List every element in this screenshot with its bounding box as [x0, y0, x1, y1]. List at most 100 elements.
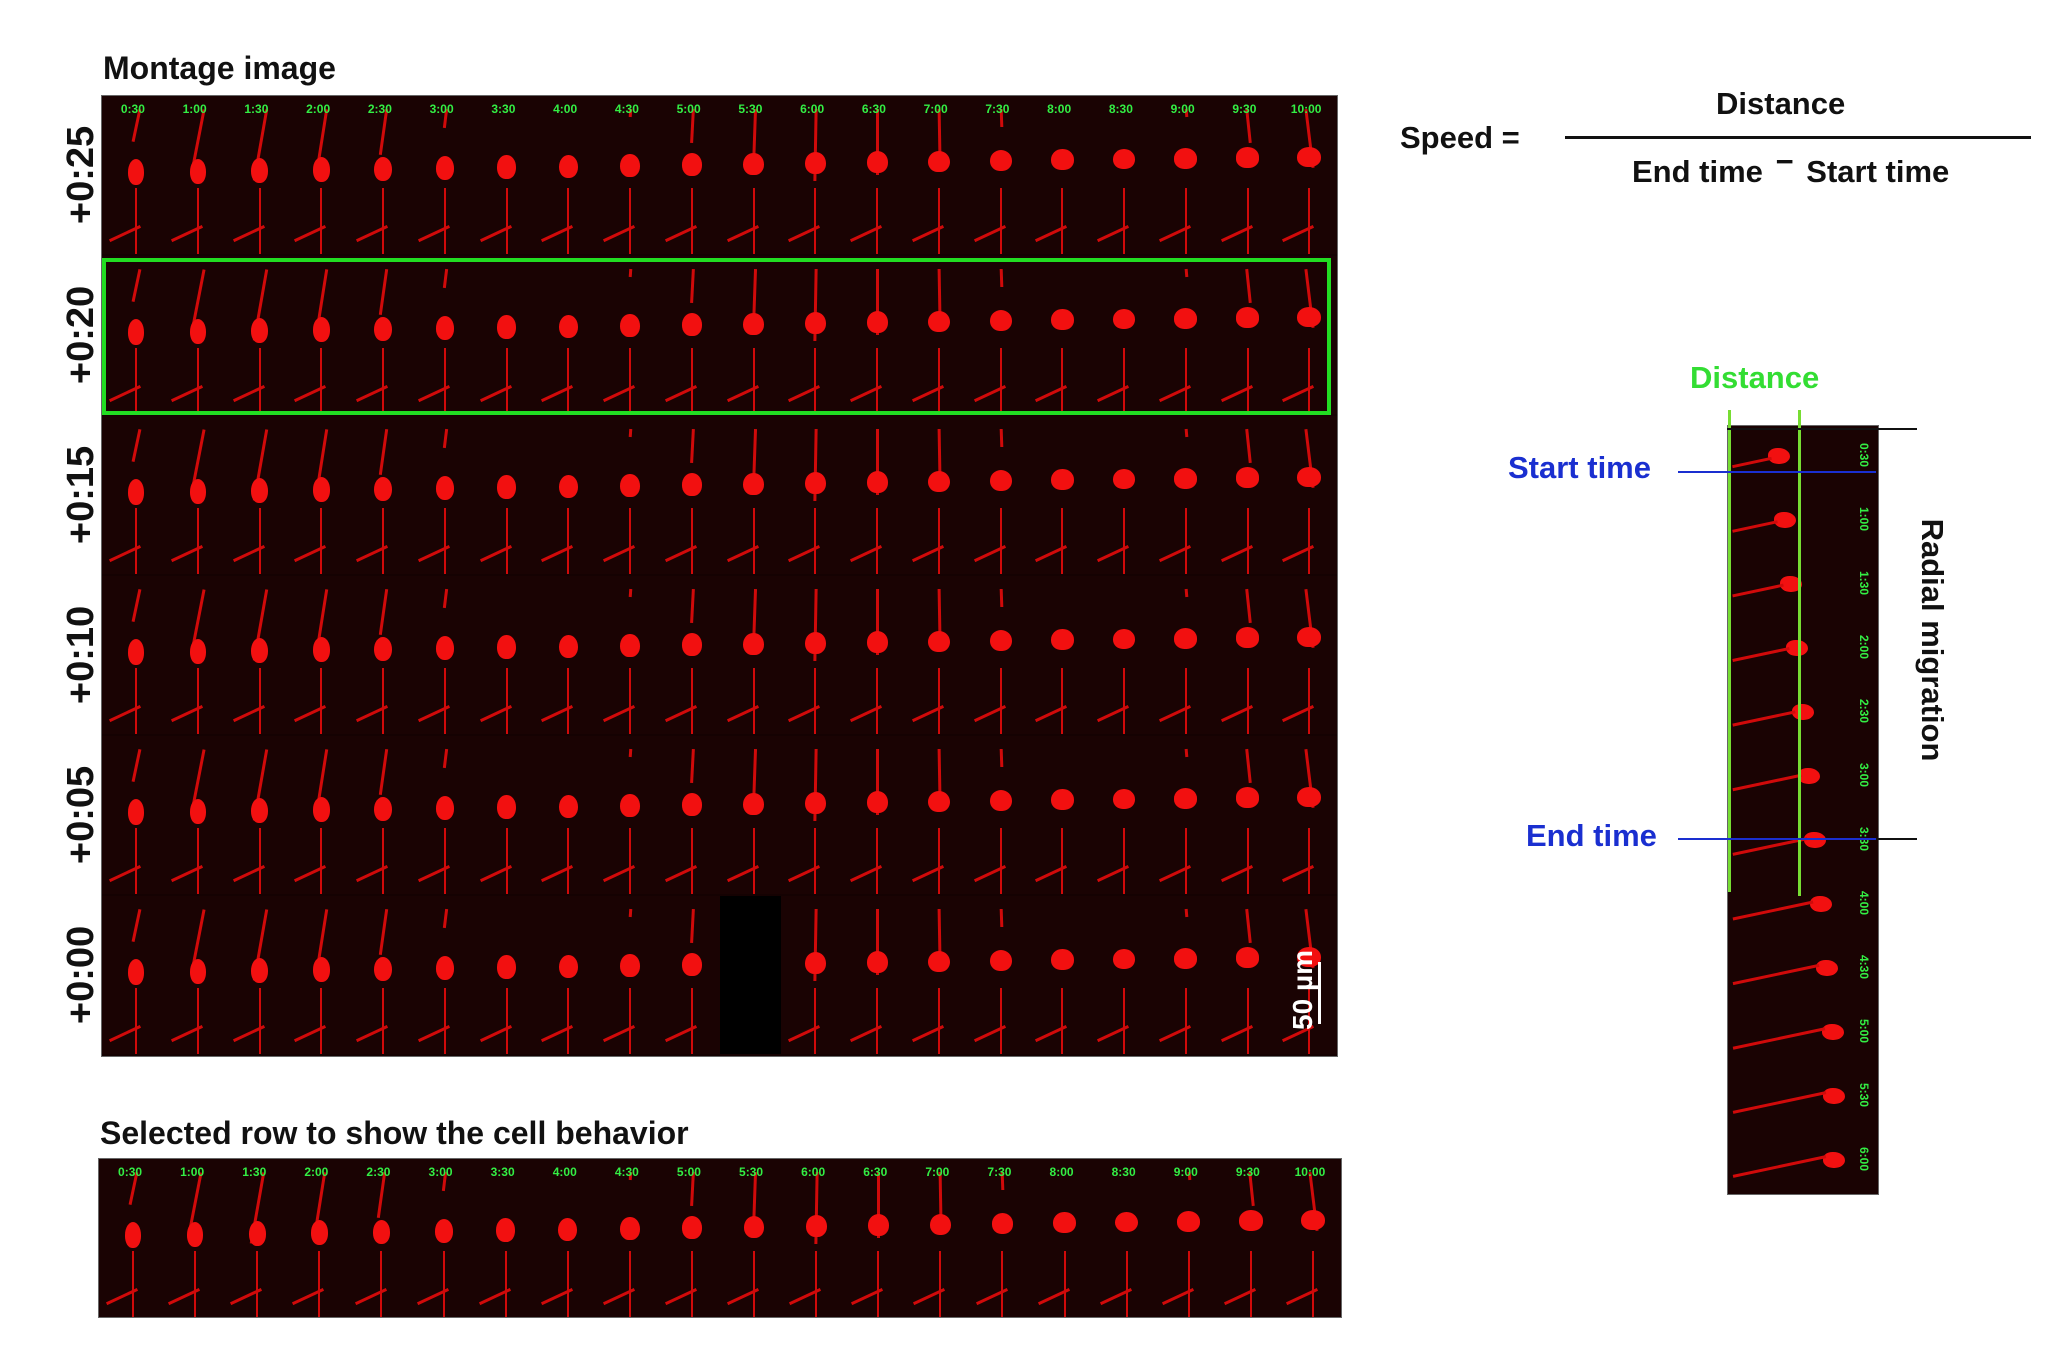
- cell-process: [1184, 588, 1189, 598]
- formula-minus: −: [1775, 144, 1794, 179]
- cell-soma: [435, 795, 454, 821]
- cell-process: [442, 908, 448, 928]
- cell-trailing-process: [752, 347, 755, 414]
- cell-soma: [805, 791, 826, 815]
- cell-process: [1732, 520, 1778, 533]
- migration-strip: 0:30 1:00 1:30 2:00 2:30 3:00 3:30 4:00 4:30 5:00…: [1727, 425, 1879, 1195]
- cell-process: [191, 908, 206, 967]
- cell-trailing-process: [1308, 347, 1311, 414]
- time-frame: 8:00: [1031, 1159, 1093, 1317]
- time-label: 1:30: [1857, 571, 1871, 596]
- cell-trailing-process: [937, 987, 940, 1054]
- cell-process: [131, 428, 142, 462]
- cell-trailing-process: [690, 507, 693, 574]
- cell-trailing-process: [999, 987, 1002, 1054]
- cell-soma: [1810, 896, 1832, 913]
- cell-process: [999, 588, 1003, 608]
- cell-trailing-process: [505, 507, 508, 574]
- time-frame: 5:30: [720, 96, 782, 254]
- time-frame: [349, 256, 411, 414]
- cell-process: [1184, 908, 1189, 918]
- time-label: 6:30: [861, 102, 886, 116]
- cell-soma: [1297, 466, 1322, 487]
- cell-soma: [743, 152, 764, 176]
- cell-trailing-process: [1311, 1250, 1314, 1317]
- cell-trailing-process: [320, 507, 323, 574]
- cell-process: [1732, 457, 1772, 469]
- cell-soma: [989, 469, 1012, 492]
- time-frame: 4:00: [534, 96, 596, 254]
- cell-trailing-process: [629, 667, 632, 734]
- time-frame: 0:30: [102, 96, 164, 254]
- cell-trailing-process: [1184, 187, 1187, 254]
- time-frame: [226, 416, 288, 574]
- scale-bar-label: 50 µm: [1287, 950, 1318, 1030]
- cell-process: [876, 268, 880, 336]
- cell-process: [1244, 908, 1252, 943]
- cell-process: [999, 908, 1003, 928]
- cell-soma: [1112, 468, 1136, 490]
- cell-soma: [743, 632, 764, 656]
- cell-trailing-process: [567, 187, 570, 254]
- cell-trailing-process: [382, 187, 385, 254]
- montage-title: Montage image: [103, 50, 336, 86]
- cell-soma: [1239, 1210, 1263, 1231]
- cell-soma: [1297, 946, 1322, 967]
- migration-frame: 5:00: [1728, 1002, 1878, 1066]
- cell-soma: [620, 633, 640, 658]
- time-frame: 9:00: [1155, 1159, 1217, 1317]
- time-label: 3:00: [428, 1165, 453, 1179]
- time-frame: 10:00: [1275, 96, 1337, 254]
- cell-trailing-process: [1308, 187, 1311, 254]
- cell-trailing-process: [567, 827, 570, 894]
- cell-process: [191, 428, 206, 487]
- time-label: 7:00: [925, 1165, 950, 1179]
- cell-soma: [1174, 307, 1198, 329]
- time-label: 1:30: [242, 1165, 267, 1179]
- cell-process: [689, 428, 695, 463]
- cell-soma: [620, 473, 640, 498]
- cell-trailing-process: [567, 667, 570, 734]
- time-frame: 2:30: [349, 96, 411, 254]
- time-frame: 2:00: [285, 1159, 347, 1317]
- cell-trailing-process: [690, 347, 693, 414]
- cell-trailing-process: [629, 187, 632, 254]
- cell-trailing-process: [258, 667, 261, 734]
- time-frame: 1:00: [161, 1159, 223, 1317]
- cell-soma: [989, 149, 1012, 172]
- time-frame: [287, 896, 349, 1054]
- cell-trailing-process: [752, 827, 755, 894]
- cell-trailing-process: [690, 1250, 693, 1317]
- cell-trailing-process: [814, 667, 817, 734]
- cell-soma: [251, 797, 268, 824]
- cell-soma: [743, 792, 764, 816]
- cell-soma: [1174, 467, 1198, 489]
- cell-trailing-process: [629, 987, 632, 1054]
- cell-trailing-process: [443, 667, 446, 734]
- cell-soma: [435, 315, 454, 341]
- time-frame: [843, 416, 905, 574]
- cell-soma: [1235, 627, 1260, 648]
- time-label: 0:30: [118, 1165, 143, 1179]
- end-marker-line: [1876, 838, 1917, 840]
- time-label: 8:00: [1049, 1165, 1074, 1179]
- cell-trailing-process: [505, 667, 508, 734]
- cell-soma: [496, 1218, 515, 1243]
- cell-trailing-process: [320, 667, 323, 734]
- cell-soma: [558, 634, 578, 659]
- time-frame: [473, 576, 535, 734]
- time-frame: [534, 576, 596, 734]
- cell-trailing-process: [1184, 507, 1187, 574]
- cell-soma: [497, 155, 516, 180]
- time-label: 10:00: [1290, 102, 1322, 116]
- time-frame: [1090, 416, 1152, 574]
- time-label: 7:00: [923, 102, 948, 116]
- cell-soma: [1822, 1024, 1844, 1041]
- cell-trailing-process: [1123, 827, 1126, 894]
- cell-soma: [1235, 307, 1260, 328]
- cell-soma: [1112, 948, 1136, 970]
- cell-soma: [312, 797, 330, 823]
- time-frame: [1028, 416, 1090, 574]
- cell-process: [628, 748, 633, 757]
- cell-process: [191, 588, 206, 647]
